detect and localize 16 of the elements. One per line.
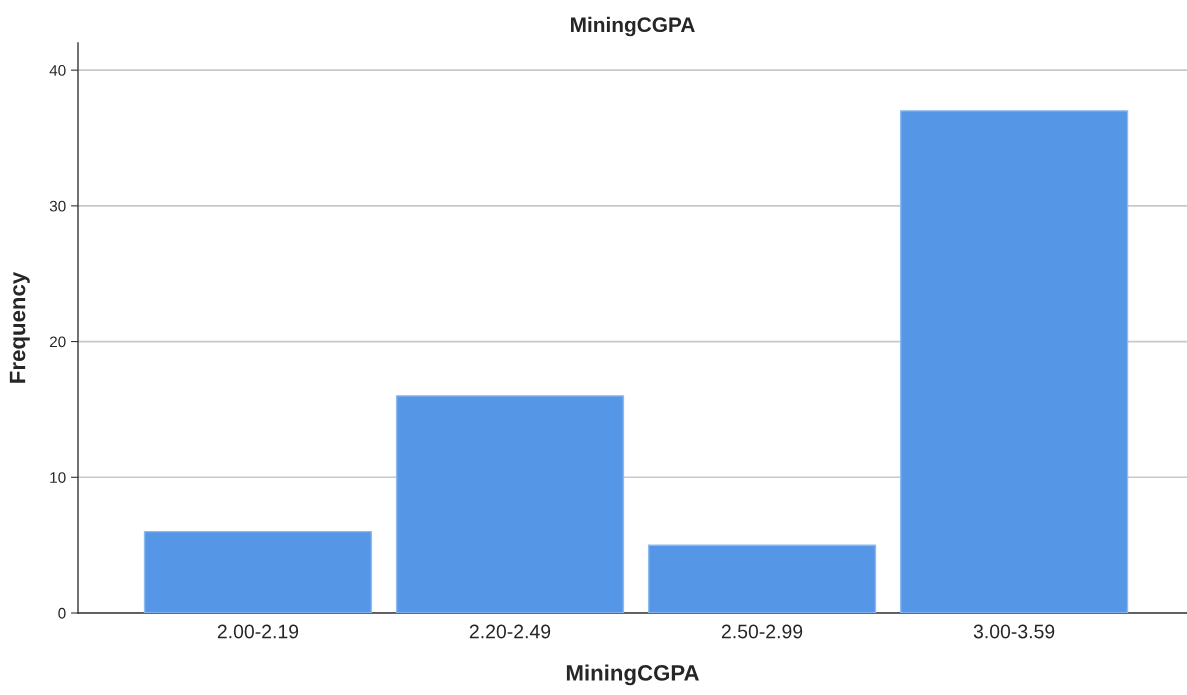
x-tick-label: 2.00-2.19 [217,624,299,639]
y-tick-label: 20 [49,336,66,348]
y-tick-label: 10 [50,472,66,483]
y-tick-label: 0 [58,607,66,619]
bar [395,395,625,613]
x-tick-label: 2.50-2.99 [721,624,803,639]
bar [143,530,373,613]
x-axis-title: MiningCGPA [566,664,699,686]
bar [899,110,1129,613]
y-tick-label: 40 [49,65,66,76]
chart-title: MiningCGPA [571,16,695,37]
x-tick-label: 3.00-3.59 [973,624,1055,639]
y-tick-label: 30 [49,200,66,212]
y-axis-title: Frequency [9,271,30,383]
x-tick-label: 2.20-2.49 [469,624,551,639]
bar [647,544,877,613]
